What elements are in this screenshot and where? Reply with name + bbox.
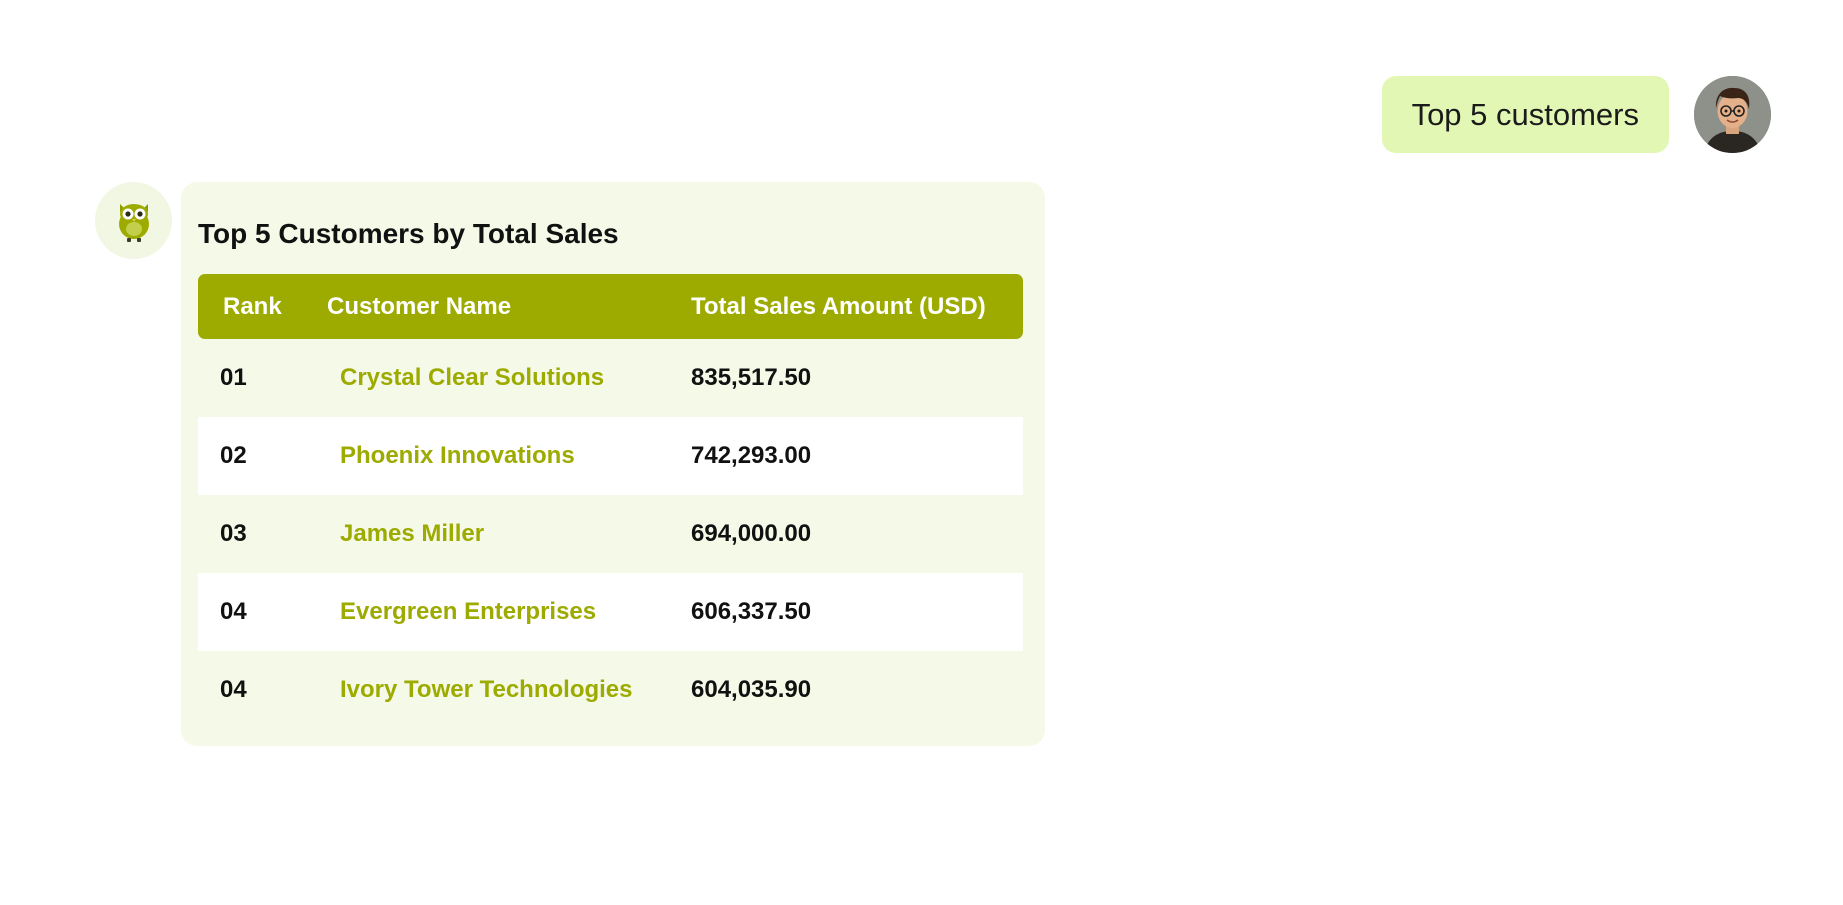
user-avatar — [1694, 76, 1771, 153]
sales-amount-cell: 742,293.00 — [691, 417, 1023, 495]
rank-cell: 04 — [198, 651, 327, 729]
header-total-sales: Total Sales Amount (USD) — [691, 274, 1023, 339]
response-title: Top 5 Customers by Total Sales — [198, 218, 619, 249]
rank-cell: 04 — [198, 573, 327, 651]
sales-amount-cell: 694,000.00 — [691, 495, 1023, 573]
bot-response-card: Top 5 Customers by Total Sales Rank Cust… — [181, 182, 1045, 746]
table-row: 02 Phoenix Innovations 742,293.00 — [198, 417, 1023, 495]
sales-amount-cell: 606,337.50 — [691, 573, 1023, 651]
rank-cell: 02 — [198, 417, 327, 495]
sales-amount-cell: 835,517.50 — [691, 339, 1023, 417]
header-customer-name: Customer Name — [327, 274, 691, 339]
table-row: 01 Crystal Clear Solutions 835,517.50 — [198, 339, 1023, 417]
user-message-row: Top 5 customers — [1381, 76, 1771, 153]
customer-name-link[interactable]: Crystal Clear Solutions — [327, 339, 691, 417]
rank-cell: 03 — [198, 495, 327, 573]
customer-name-link[interactable]: Evergreen Enterprises — [327, 573, 691, 651]
table-row: 03 James Miller 694,000.00 — [198, 495, 1023, 573]
header-rank: Rank — [198, 274, 327, 339]
customer-name-link[interactable]: James Miller — [327, 495, 691, 573]
user-avatar-icon — [1694, 76, 1771, 153]
rank-cell: 01 — [198, 339, 327, 417]
sales-amount-cell: 604,035.90 — [691, 651, 1023, 729]
table-row: 04 Evergreen Enterprises 606,337.50 — [198, 573, 1023, 651]
customer-name-link[interactable]: Ivory Tower Technologies — [327, 651, 691, 729]
customer-name-link[interactable]: Phoenix Innovations — [327, 417, 691, 495]
table-row: 04 Ivory Tower Technologies 604,035.90 — [198, 651, 1023, 729]
owl-icon — [118, 203, 149, 242]
bot-avatar — [95, 182, 172, 259]
user-message-bubble: Top 5 customers — [1381, 76, 1669, 153]
table-header-row: Rank Customer Name Total Sales Amount (U… — [198, 274, 1023, 339]
customers-table: Rank Customer Name Total Sales Amount (U… — [198, 274, 1023, 729]
